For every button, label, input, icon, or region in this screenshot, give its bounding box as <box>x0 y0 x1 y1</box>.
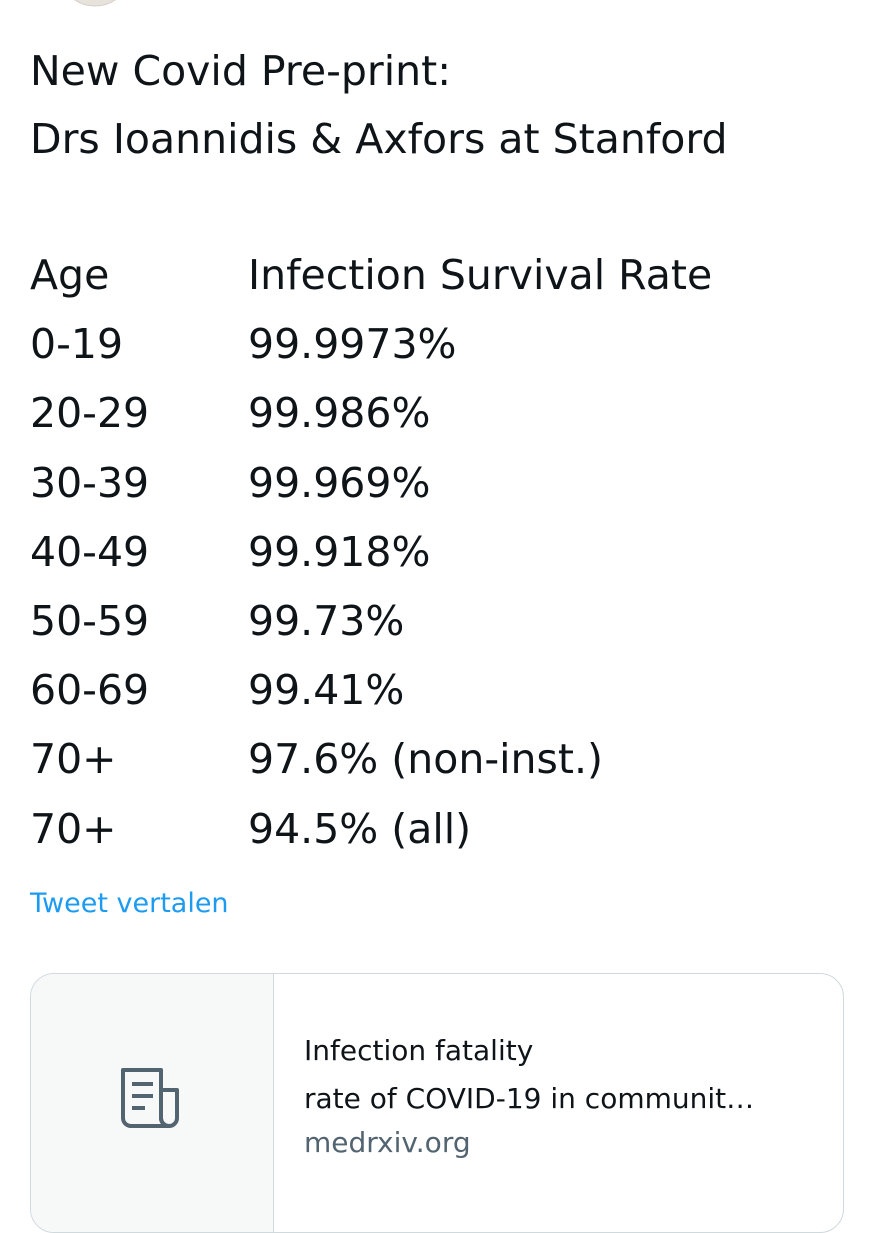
link-card[interactable]: Infection fatality rate of COVID-19 in c… <box>30 973 844 1233</box>
card-title: Infection fatality <box>304 1034 534 1067</box>
rate-cell: 99.9973% <box>248 320 457 369</box>
document-icon <box>121 1068 179 1128</box>
card-domain: medrxiv.org <box>304 1126 471 1159</box>
age-cell: 20-29 <box>30 389 150 438</box>
age-cell: 60-69 <box>30 666 150 715</box>
age-cell: 50-59 <box>30 597 150 645</box>
age-cell: 70+ <box>30 804 117 853</box>
age-cell: 40-49 <box>30 527 150 576</box>
tweet-title: New Covid Pre-print: <box>30 47 452 95</box>
age-cell: 0-19 <box>30 320 124 369</box>
card-thumb <box>31 974 274 1232</box>
rate-cell: 99.918% <box>248 527 431 576</box>
rate-cell: 99.969% <box>248 458 431 507</box>
rate-cell: 99.73% <box>248 597 405 645</box>
table-header: Age <box>30 251 110 299</box>
table-header: Infection Survival Rate <box>248 251 713 299</box>
avatar[interactable] <box>55 0 135 8</box>
page: New Covid Pre-print: Drs Ioannidis & Axf… <box>30 0 844 1233</box>
tweet-title: Drs Ioannidis & Axfors at Stanford <box>30 115 728 163</box>
rate-cell: 99.986% <box>248 389 431 438</box>
age-cell: 30-39 <box>30 458 150 507</box>
translate-link[interactable]: Tweet vertalen <box>30 888 229 919</box>
rate-cell: 94.5% (all) <box>248 804 472 853</box>
card-title: rate of COVID-19 in communit… <box>304 1082 755 1115</box>
age-cell: 70+ <box>30 735 117 784</box>
rate-cell: 99.41% <box>248 666 405 715</box>
rate-cell: 97.6% (non-inst.) <box>248 735 603 784</box>
